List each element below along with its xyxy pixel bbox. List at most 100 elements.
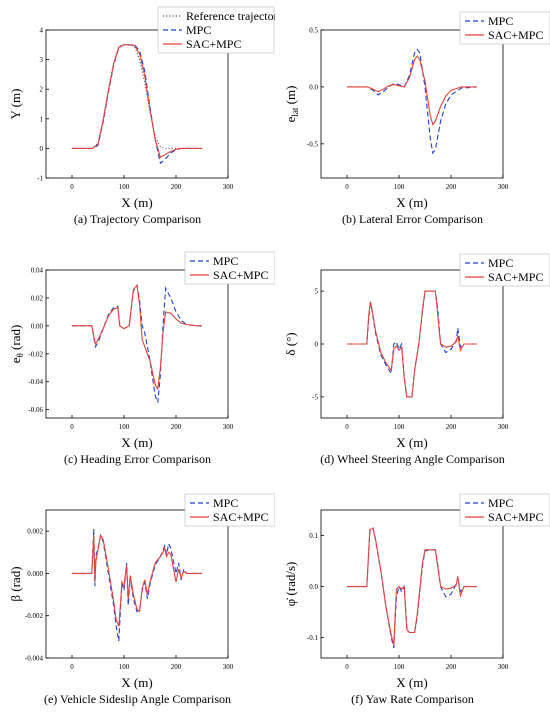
series-line-mpc: [72, 283, 202, 403]
chart-panel-lateral-error: 0 100 200 300 -0.5 0.0 0.5 X (m) elat (m) MPC SAC+…: [275, 0, 550, 239]
legend-box: [459, 11, 550, 45]
x-tick-label: 300: [498, 183, 509, 191]
chart-caption: (f) Yaw Rate Comparison: [351, 692, 474, 706]
x-tick-label: 0: [70, 423, 74, 431]
x-tick-label: 200: [171, 663, 182, 671]
legend-entry: SAC+MPC: [488, 28, 543, 42]
y-axis-label: φ̇ (rad/s): [283, 562, 298, 607]
x-tick-label: 300: [223, 423, 234, 431]
x-tick-label: 100: [119, 423, 130, 431]
chart-panel-steering-angle: 0 100 200 300 -5 0 5 X (m) δ (°) MPC SAC+MPC (d) W…: [275, 240, 550, 479]
x-tick-label: 100: [119, 663, 130, 671]
y-tick-label: 0.00: [31, 322, 44, 330]
y-axis-label: elat (m): [283, 86, 300, 123]
x-tick-label: 100: [394, 663, 405, 671]
x-tick-label: 200: [171, 423, 182, 431]
y-tick-label: 0: [40, 145, 44, 153]
legend-entry: MPC: [213, 254, 238, 268]
series-line-sac-mpc: [347, 55, 477, 126]
legend-entry: SAC+MPC: [213, 510, 268, 524]
series-line-sac-mpc: [347, 290, 477, 398]
series-line-sac-mpc: [72, 284, 202, 391]
y-tick-label: 1: [40, 115, 44, 123]
x-axis-label: X (m): [121, 435, 152, 450]
x-tick-label: 200: [446, 663, 457, 671]
series-line-mpc: [347, 526, 477, 648]
legend-box: [184, 251, 275, 285]
sideslip-angle-chart: 0 100 200 300 -0.004 -0.002 0.000 0.002 X (m) β (…: [8, 493, 275, 690]
x-axis-label: X (m): [121, 675, 152, 690]
x-tick-label: 300: [223, 663, 234, 671]
series-line-sac-mpc: [72, 533, 202, 627]
legend-entry: SAC+MPC: [488, 270, 543, 284]
legend-entry: SAC+MPC: [488, 510, 543, 524]
y-tick-label: -0.02: [28, 350, 43, 358]
x-tick-label: 200: [171, 183, 182, 191]
plot-frame: [45, 29, 229, 179]
y-tick-label: 3: [40, 56, 44, 64]
x-tick-label: 0: [345, 423, 349, 431]
chart-panel-heading-error: 0 100 200 300 -0.06 -0.04 -0.02 0.00 0.02 0.04 X (…: [0, 240, 275, 479]
x-tick-label: 300: [223, 183, 234, 191]
y-tick-label: -0.04: [28, 378, 43, 386]
trajectory-chart: 0 100 200 300 -1 0 1 2 3 4 X (m) Y (m) Reference tra…: [8, 6, 275, 210]
y-tick-label: 0.0: [309, 83, 318, 91]
y-tick-label: 0.000: [27, 570, 43, 578]
chart-caption: (b) Lateral Error Comparison: [342, 212, 483, 226]
x-axis-label: X (m): [121, 195, 152, 210]
chart-panel-sideslip-angle: 0 100 200 300 -0.004 -0.002 0.000 0.002 X (m) β (…: [0, 480, 275, 719]
legend-entry: MPC: [186, 23, 211, 37]
y-tick-label: -1: [37, 175, 43, 183]
x-tick-label: 0: [70, 183, 74, 191]
legend-entry: MPC: [488, 14, 513, 28]
legend-entry: MPC: [213, 496, 238, 510]
y-tick-label: 0.04: [31, 267, 44, 275]
legend-box: [157, 6, 275, 54]
x-tick-label: 100: [119, 183, 130, 191]
legend-entry: SAC+MPC: [213, 268, 268, 282]
heading-error-chart: 0 100 200 300 -0.06 -0.04 -0.02 0.00 0.02 0.04 X (…: [8, 251, 275, 450]
series-line-sac-mpc: [72, 44, 202, 159]
y-axis-label: Y (m): [8, 89, 23, 120]
y-tick-label: -0.06: [28, 406, 43, 414]
legend-entry: Reference trajectory: [186, 9, 275, 23]
y-axis-label: δ (°): [283, 332, 298, 355]
x-axis-label: X (m): [396, 195, 427, 210]
y-tick-label: 0.1: [309, 532, 318, 540]
plot-frame: [320, 509, 504, 659]
series-line-mpc: [347, 48, 478, 155]
x-tick-label: 0: [345, 663, 349, 671]
legend-box: [459, 493, 550, 527]
legend-box: [459, 253, 550, 287]
legend-entry: MPC: [488, 256, 513, 270]
x-tick-label: 100: [394, 183, 405, 191]
chart-caption: (e) Vehicle Sideslip Angle Comparison: [43, 692, 232, 706]
chart-panel-trajectory: 0 100 200 300 -1 0 1 2 3 4 X (m) Y (m) Reference tra…: [0, 0, 275, 239]
x-axis-label: X (m): [396, 675, 427, 690]
y-tick-label: -5: [312, 393, 318, 401]
y-tick-label: -0.5: [307, 140, 319, 148]
plot-frame: [320, 29, 504, 179]
x-tick-label: 300: [498, 663, 509, 671]
plot-frame: [45, 509, 229, 659]
x-axis-label: X (m): [396, 435, 427, 450]
plot-frame: [45, 269, 229, 419]
series-line-mpc: [347, 290, 477, 398]
x-tick-label: 100: [394, 423, 405, 431]
y-tick-label: 2: [40, 86, 44, 94]
chart-caption: (a) Trajectory Comparison: [73, 212, 202, 226]
legend-entry: MPC: [488, 496, 513, 510]
x-tick-label: 0: [70, 663, 74, 671]
y-tick-label: 0.0: [309, 583, 318, 591]
chart-panel-yaw-rate: 0 100 200 300 -0.1 0.0 0.1 X (m) φ̇ (rad/s) MPC SA…: [275, 480, 550, 719]
legend-box: [184, 493, 275, 527]
x-tick-label: 300: [498, 423, 509, 431]
x-tick-label: 0: [345, 183, 349, 191]
lateral-error-chart: 0 100 200 300 -0.5 0.0 0.5 X (m) elat (m) MPCSAC+…: [283, 11, 550, 210]
